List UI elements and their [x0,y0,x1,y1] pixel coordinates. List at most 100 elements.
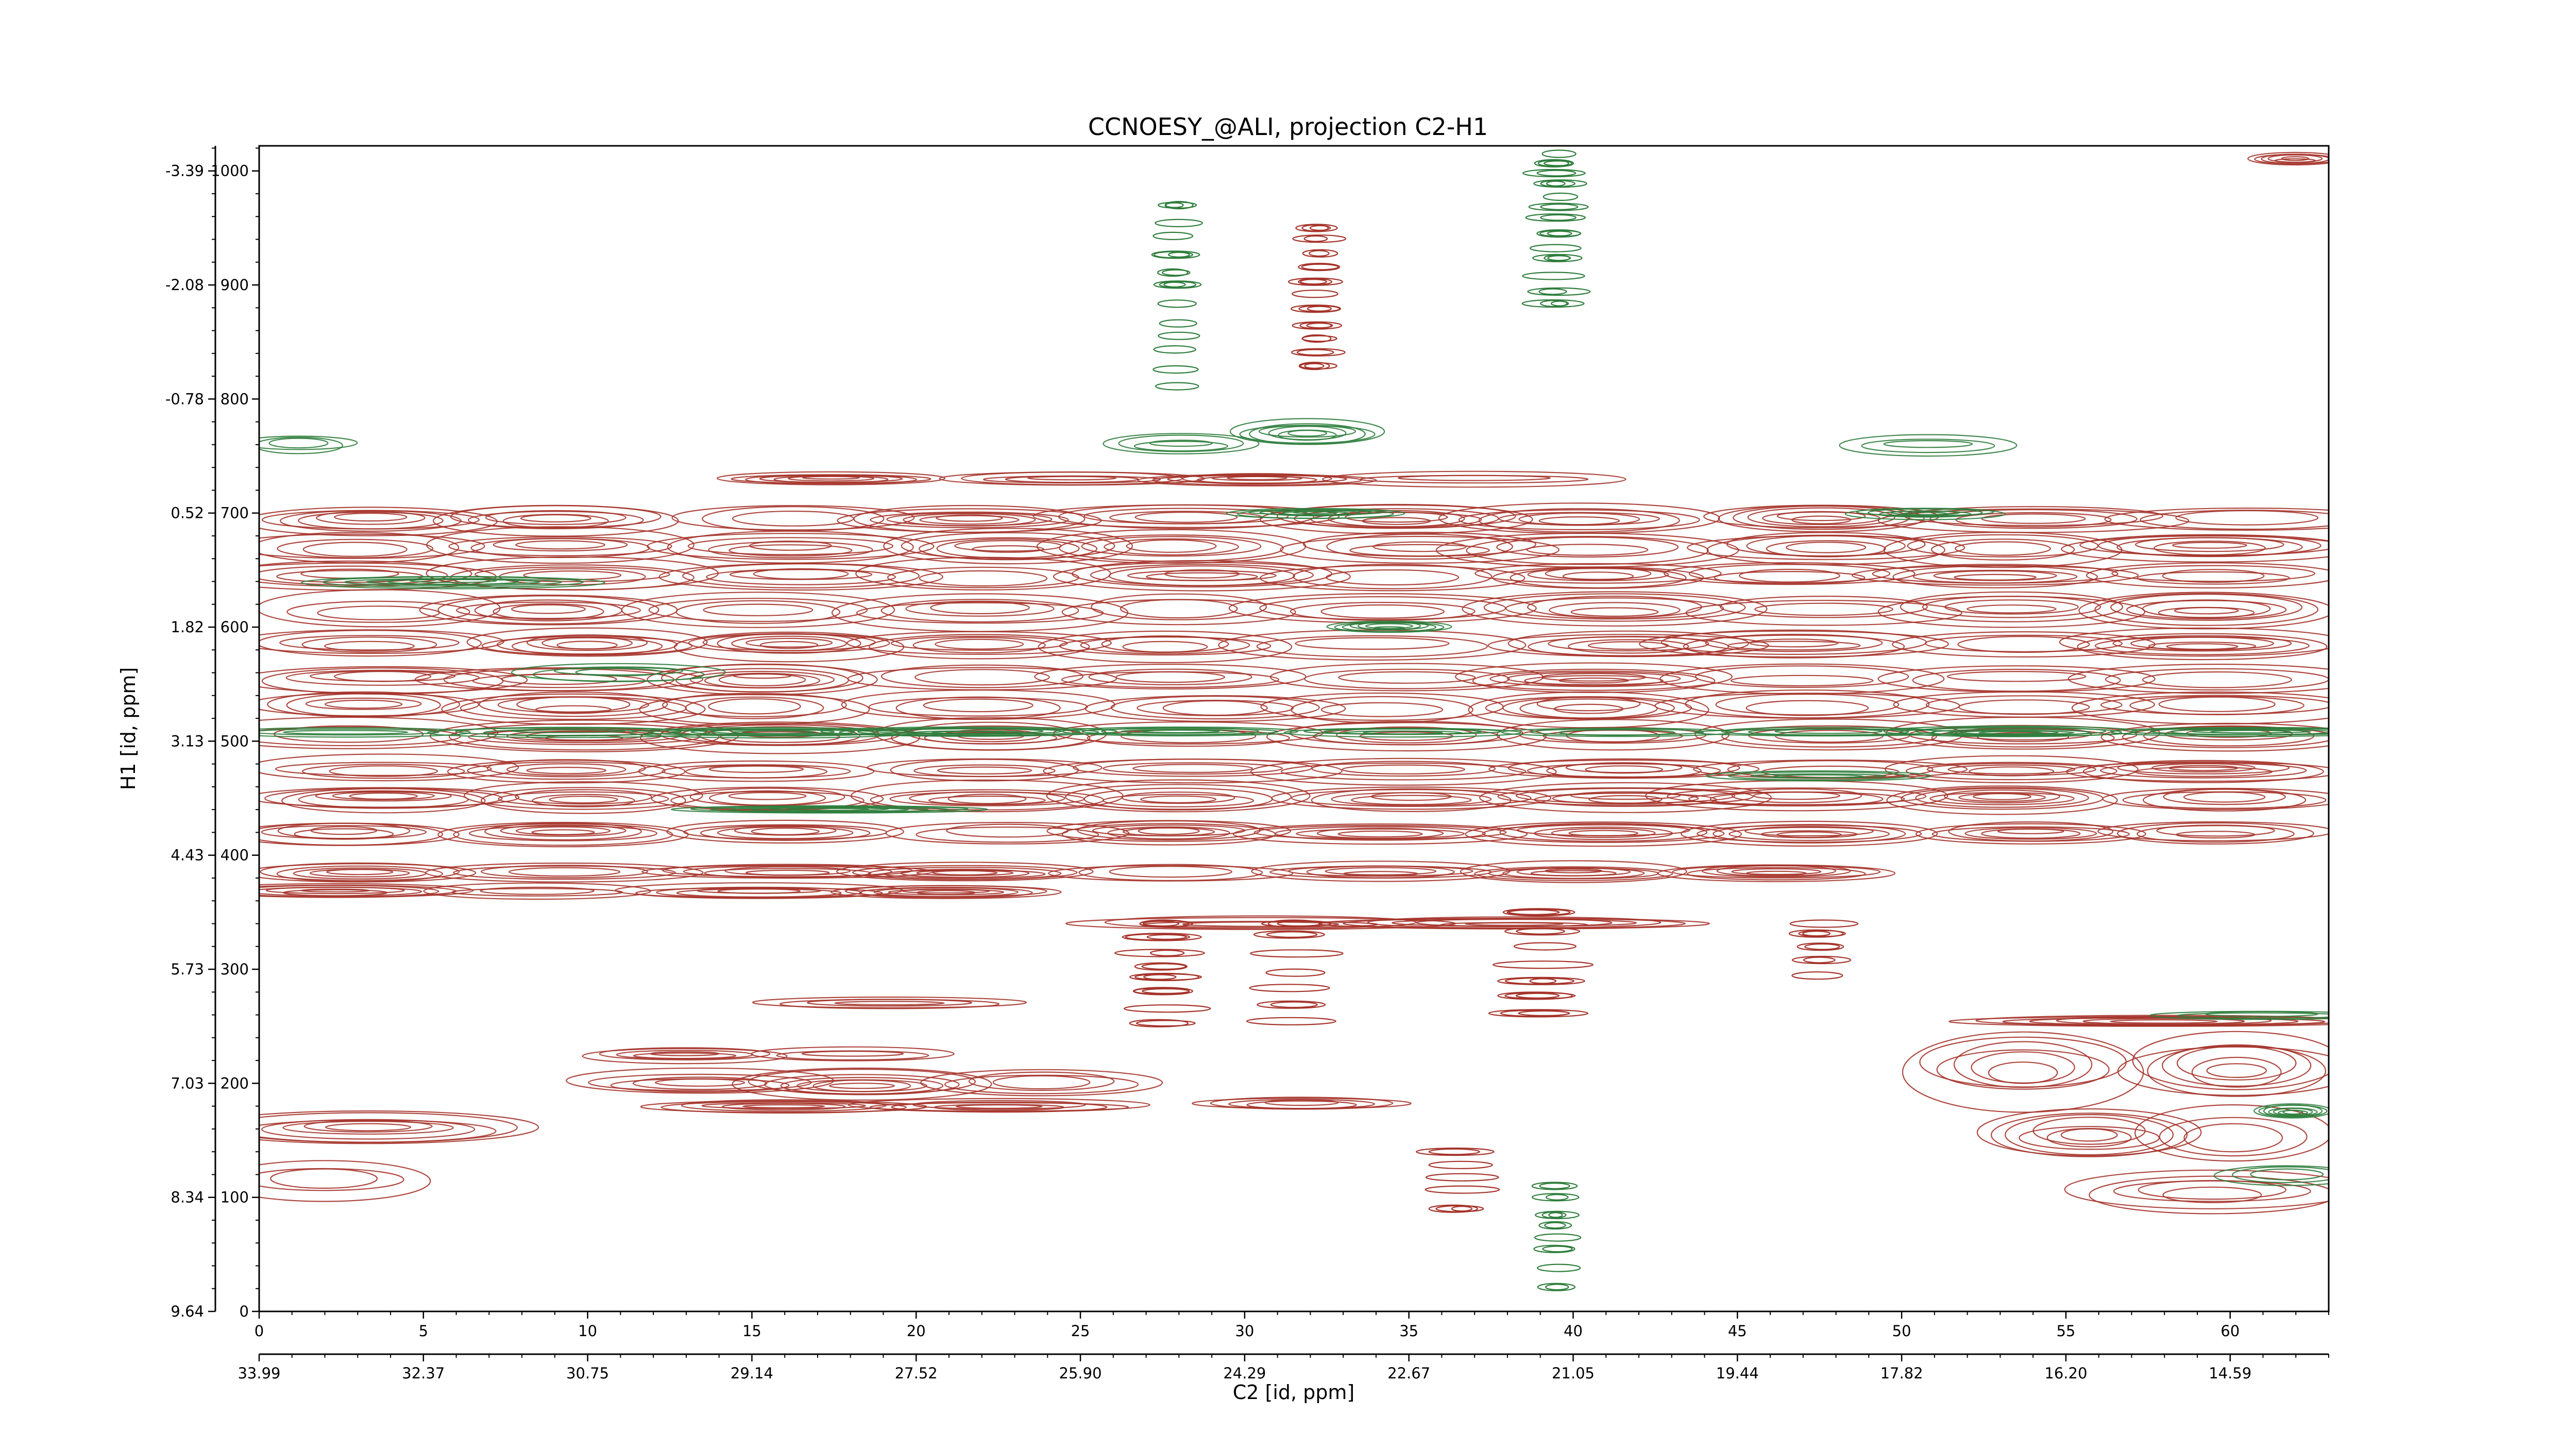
contour-ring [1915,823,2146,845]
x-tick-label: 25 [1071,1322,1090,1340]
contour-ring [1182,921,1340,927]
contour-ring [1226,476,1287,480]
contour-ring [310,826,378,835]
contour-ring [1309,250,1330,257]
contour-ring [728,544,853,557]
contour-ring [1104,538,1239,555]
contour-ring [1957,635,2090,653]
contour-ring [1337,830,1423,838]
contour-ring [703,603,814,616]
contour-ring [968,1071,1115,1091]
contour-ring [1988,1062,2058,1084]
contour-ring [1153,365,1199,374]
contour-ring [1311,761,1496,777]
x-ppm-tick-label: 27.52 [895,1364,938,1382]
contour-ring [2019,1126,2160,1150]
contour-band [566,1067,1163,1101]
contour-ring [1791,515,1852,525]
contour-ring [2166,643,2239,650]
contour-ring [2005,1114,2174,1156]
contour-ring [2148,642,2257,651]
contour-ring [582,1048,788,1065]
contour-ring [1122,641,1208,653]
y-tick-label: 1000 [211,162,249,180]
contour-ring [1902,1031,2144,1113]
contour-ring [916,826,1099,843]
contour-band [259,753,2329,786]
contour-ring [1804,943,1840,950]
contour-ring [259,1160,431,1202]
contour-ring [2158,696,2276,712]
contour-ring [764,1074,960,1096]
contour-ring [1543,192,1579,201]
contour-ring [2253,1103,2329,1119]
contour-ring [1538,288,1567,295]
contour-ring [1295,224,1338,232]
contour-ring [1046,779,1311,813]
contour-ring [732,1067,992,1101]
contour-ring [1548,1212,1563,1218]
contour-ring [1731,788,1862,803]
contour-ring [912,1100,1086,1110]
contour-ring [2137,571,2290,585]
contour-ring [464,781,703,810]
contour-band [1229,418,1385,445]
y-tick-label: 100 [221,1189,249,1206]
contour-ring [448,536,672,557]
contour-ring [2061,535,2329,563]
contour-ring [1931,728,2115,748]
contour-ring [2177,1012,2329,1019]
contour-ring [1714,570,1866,585]
contour-ring [1091,593,1267,620]
contour-ring [1697,824,1922,843]
contour-ring [1551,828,1656,838]
contour-ring [1522,272,1585,280]
contour-band [259,502,2329,537]
contour-band [259,526,2329,568]
contour-ring [1553,703,1624,714]
contour-ring [1271,786,1552,810]
contour-ring [575,668,662,677]
contour-ring [2250,1168,2324,1181]
contour-ring [1701,864,1851,878]
contour-ring [1496,536,1679,558]
contour-ring [1666,787,1927,805]
contour-ring [1540,180,1576,188]
contour-band [582,1046,955,1065]
x-axis-label: C2 [id, ppm] [1233,1381,1355,1404]
contour-band [2247,151,2329,165]
contour-ring [1958,699,2090,715]
contour-ring [2134,766,2273,777]
contour-ring [1539,230,1582,238]
contour-column [1287,224,1347,370]
y-ppm-tick-label: -2.08 [165,276,204,294]
contour-ring [1435,1205,1484,1212]
contour-ring [1163,281,1186,288]
contour-column [1114,919,1211,1027]
contour-ring [480,886,595,895]
contour-ring [1465,821,1742,847]
x-ppm-tick-label: 16.20 [2044,1364,2087,1382]
contour-ring [2151,763,2256,773]
contour-ring [2162,1186,2262,1203]
contour-ring [1713,824,1906,844]
contour-ring [511,729,626,733]
contour-ring [1688,564,1891,584]
x-tick-label: 45 [1728,1322,1747,1340]
contour-ring [621,592,895,628]
contour-ring [2078,592,2329,630]
contour-ring [682,563,920,588]
contour-ring [2174,606,2239,615]
contour-band [1103,433,1260,454]
contour-ring [1157,299,1197,308]
contour-ring [1541,1211,1567,1219]
contour-ring [532,794,635,807]
contour-ring [1301,224,1329,232]
y-tick-label: 700 [221,504,249,522]
contour-ring [1948,821,2114,842]
contour-band [1844,508,2006,520]
contour-ring [1744,825,1874,837]
contour-ring [1539,1183,1570,1189]
contour-ring [1705,770,1931,782]
